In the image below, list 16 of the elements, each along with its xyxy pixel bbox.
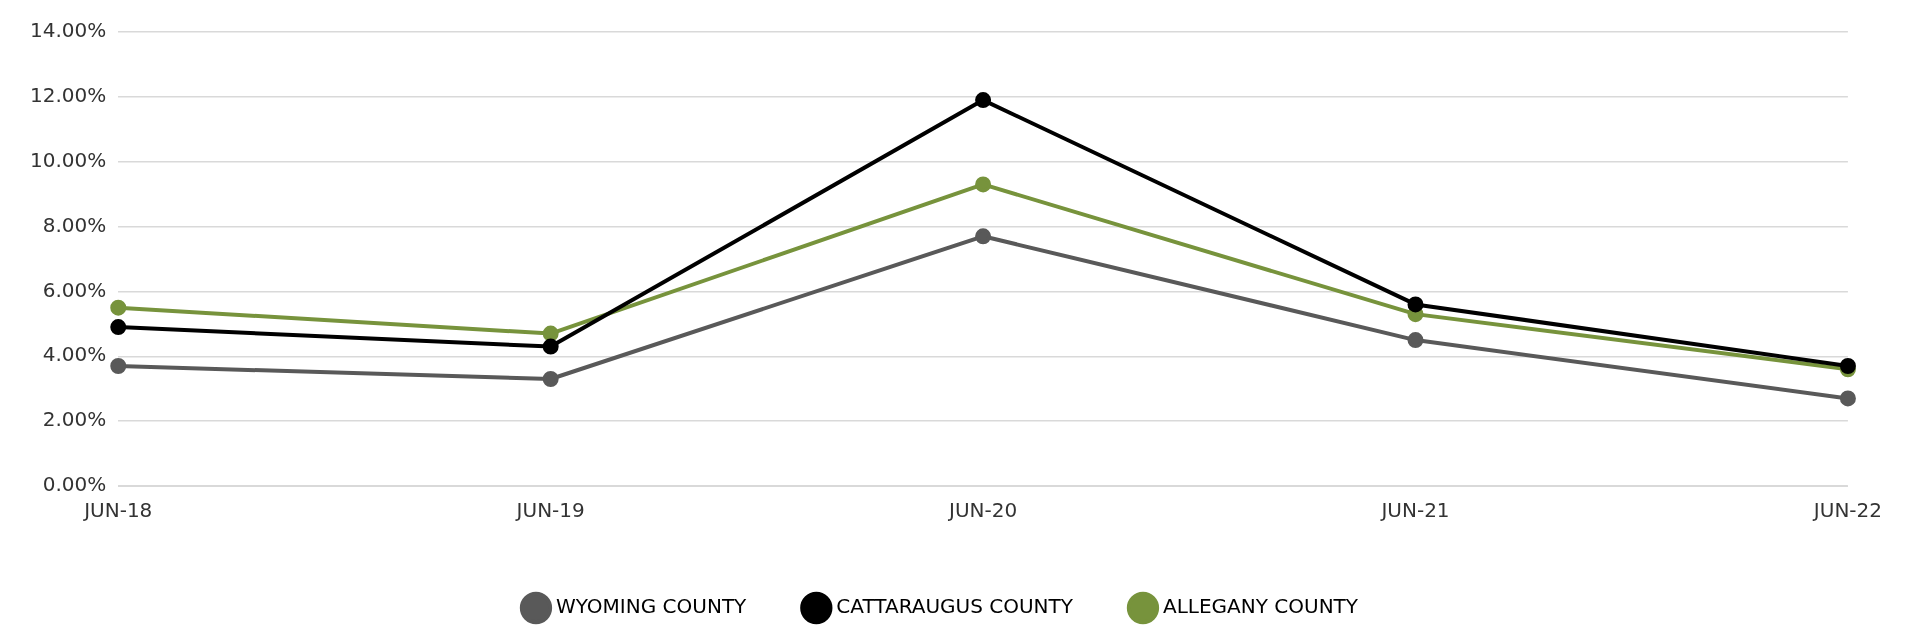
legend-label: ALLEGANY COUNTY	[1162, 594, 1359, 619]
legend-label: CATTARAUGUS COUNTY	[836, 594, 1074, 619]
y-tick-label: 4.00%	[42, 342, 107, 367]
x-tick-label: JUN-21	[1379, 498, 1450, 523]
y-tick-label: 0.00%	[42, 472, 107, 497]
x-tick-label: JUN-20	[947, 498, 1018, 523]
x-tick-label: JUN-22	[1811, 498, 1882, 523]
y-tick-label: 14.00%	[29, 18, 107, 43]
y-tick-label: 2.00%	[42, 407, 107, 432]
x-tick-label: JUN-18	[82, 498, 153, 523]
y-tick-label: 10.00%	[29, 147, 107, 172]
y-tick-label: 6.00%	[42, 277, 107, 302]
legend-label: WYOMING COUNTY	[555, 594, 748, 619]
y-tick-label: 12.00%	[29, 83, 107, 108]
x-tick-label: JUN-19	[514, 498, 585, 523]
y-tick-label: 8.00%	[42, 212, 107, 237]
